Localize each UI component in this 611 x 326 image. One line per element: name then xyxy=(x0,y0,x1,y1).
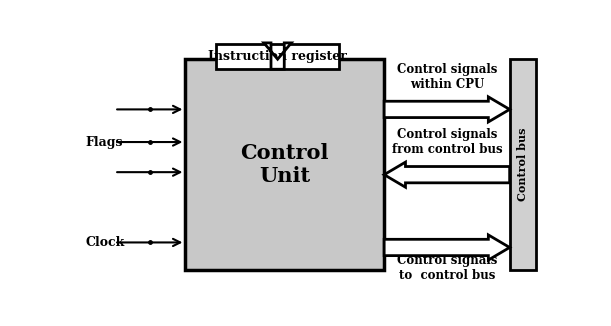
Polygon shape xyxy=(384,162,510,187)
Text: Clock: Clock xyxy=(86,236,125,249)
Bar xyxy=(510,59,536,270)
Text: Instruction register: Instruction register xyxy=(208,50,347,63)
Text: Flags: Flags xyxy=(86,136,123,149)
Polygon shape xyxy=(384,235,510,260)
Bar xyxy=(216,44,339,69)
Text: Control signals
from control bus: Control signals from control bus xyxy=(392,128,502,156)
Text: Control signals
to  control bus: Control signals to control bus xyxy=(397,254,497,282)
Text: Control
Unit: Control Unit xyxy=(241,143,329,186)
Polygon shape xyxy=(384,97,510,122)
Bar xyxy=(185,59,384,270)
Text: Control bus: Control bus xyxy=(517,128,528,201)
Polygon shape xyxy=(264,43,291,69)
Text: Control signals
within CPU: Control signals within CPU xyxy=(397,63,497,91)
